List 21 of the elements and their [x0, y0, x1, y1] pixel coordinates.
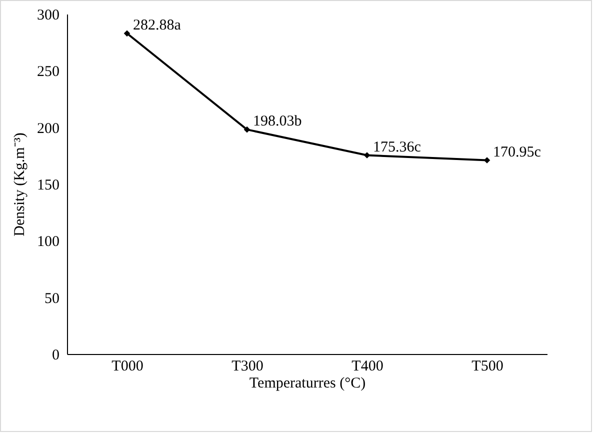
x-axis-title: Temperaturres (°C)	[249, 376, 366, 392]
data-label: 175.36c	[373, 139, 422, 156]
data-label: 198.03b	[253, 114, 302, 130]
y-tick-label: 250	[37, 64, 60, 80]
x-tick-label: T500	[472, 358, 504, 374]
y-tick-label: 200	[37, 120, 60, 137]
point	[364, 152, 370, 158]
data-label: 170.95c	[493, 144, 542, 160]
y-tick-label: 50	[44, 290, 60, 307]
y-tick-label: 100	[37, 234, 60, 250]
y-axis-title: Density (Kg.m⁻³)	[12, 132, 28, 236]
x-tick-label: T300	[232, 358, 264, 374]
y-tick-label: 150	[37, 178, 60, 194]
x-tick-label: T000	[112, 358, 144, 374]
data-label: 282.88a	[133, 17, 182, 34]
y-tick-label: 300	[37, 8, 60, 24]
point	[124, 30, 130, 37]
point	[244, 126, 250, 133]
x-tick-label: T400	[352, 358, 384, 374]
y-tick-label: 0	[52, 348, 60, 364]
point	[484, 157, 490, 164]
